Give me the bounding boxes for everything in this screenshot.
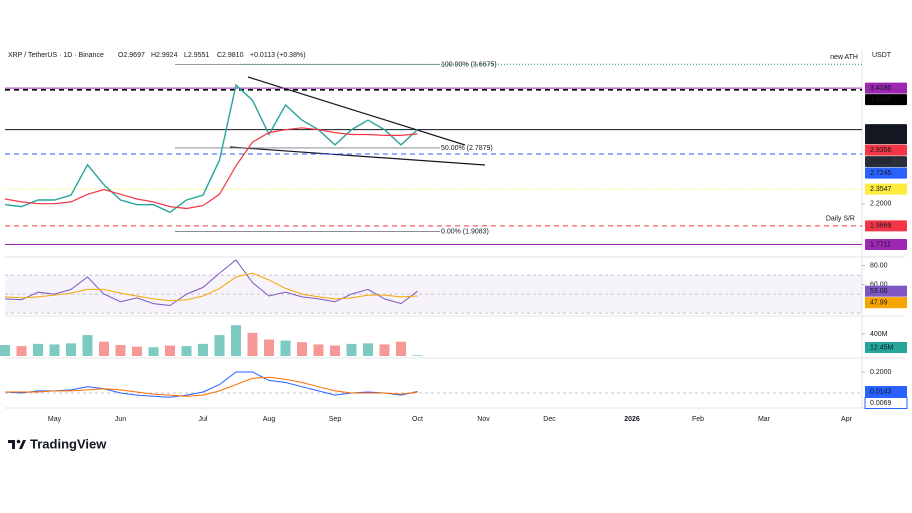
price-badge-label: 1.7711 <box>870 241 891 248</box>
volume-bar <box>346 343 357 356</box>
x-tick-label: 2026 <box>624 416 640 423</box>
volume-bar <box>396 341 406 356</box>
macd-badge <box>865 386 907 398</box>
volume-bar <box>247 332 258 356</box>
price-badge-label: 3.4180 <box>870 85 892 92</box>
volume-bar <box>115 344 126 356</box>
ohlc-value: C2.9810 <box>217 52 244 59</box>
price-badge-label: 2.3547 <box>870 186 892 193</box>
price-badge <box>865 144 907 156</box>
sma-line <box>4 127 418 210</box>
volume-bar <box>231 325 241 356</box>
price-badge <box>865 183 907 195</box>
x-tick-label: Aug <box>263 416 276 423</box>
ohlc-value: L2.9551 <box>184 52 209 59</box>
volume-bar <box>330 345 340 356</box>
x-tick-label: Apr <box>841 416 853 423</box>
price-badge <box>865 238 907 250</box>
fib-label: 50.00% (2.7879) <box>441 145 493 152</box>
price-badge <box>865 124 907 145</box>
x-tick-label: Nov <box>477 416 490 423</box>
volume-bar <box>198 343 208 356</box>
x-tick-label: Mar <box>758 416 771 423</box>
price-badge-label: 1.9669 <box>870 223 892 230</box>
rsi-ma-line <box>4 272 418 302</box>
price-badge <box>865 220 907 232</box>
price-badge <box>865 82 907 94</box>
brand-name: TradingView <box>30 436 107 451</box>
x-tick-label: Jul <box>199 416 208 423</box>
price-badge-label: 2.9356 <box>870 147 892 154</box>
volume-bar <box>148 347 159 356</box>
y-tick-label: 400M <box>870 331 888 338</box>
logo: TradingView <box>8 436 107 451</box>
y-tick-label: 80.00 <box>870 262 888 269</box>
x-tick-label: Oct <box>412 416 423 423</box>
price-line <box>4 83 418 214</box>
volume-bar <box>132 346 142 356</box>
x-tick-label: May <box>48 416 62 423</box>
ohlc-value: O2.9697 <box>118 52 145 59</box>
volume-bar <box>99 341 109 356</box>
rsi-ma-badge-label: 47.99 <box>870 300 888 307</box>
macd-signal-line <box>5 376 418 397</box>
rsi-badge-label: 53.08 <box>870 288 888 295</box>
price-change: +0.0113 (+0.38%) <box>250 52 306 59</box>
x-tick-label: Jun <box>115 416 126 423</box>
y-tick-label: 0.2000 <box>870 369 892 376</box>
x-tick-label: Sep <box>329 416 342 423</box>
volume-bar <box>280 340 291 356</box>
volume-bar <box>33 343 43 356</box>
macd-badge-label: 0.0143 <box>870 388 892 395</box>
macd-line <box>4 371 418 398</box>
y-tick-label: 2.2000 <box>870 201 892 208</box>
volume-bar <box>214 335 225 356</box>
volume-bar <box>165 345 175 356</box>
macd-signal-badge-label: 0.0069 <box>870 400 892 407</box>
y-tick-label: 60.00 <box>870 281 888 288</box>
volume-bar <box>16 346 27 356</box>
price-badge-label: 2.7245 <box>870 170 892 177</box>
x-tick-label: Dec <box>543 416 556 423</box>
price-badge <box>865 167 907 179</box>
volume-bar <box>66 343 76 356</box>
trend-line <box>229 146 486 166</box>
fib-label: 0.00% (1.9083) <box>441 228 489 235</box>
fib-label: 100.00% (3.6675) <box>441 61 497 68</box>
volume-bar <box>264 339 274 356</box>
volume-bar <box>297 342 307 356</box>
price-badge-label: 2.9810 <box>870 126 892 133</box>
price-badge-label: 3.4000 <box>870 96 892 103</box>
volume-bar <box>313 344 324 356</box>
price-badge-label: 2.9337 <box>870 158 892 165</box>
price-badge <box>865 94 907 106</box>
macd-signal-badge <box>864 397 908 410</box>
volume-bar <box>82 335 93 356</box>
level-note: Daily S/R <box>826 216 855 223</box>
rsi-badge <box>865 285 907 297</box>
volume-bar <box>363 343 373 356</box>
price-badge <box>865 156 907 168</box>
ath-label: new ATH <box>830 54 858 61</box>
rsi-line <box>4 259 418 307</box>
x-tick-label: Feb <box>692 416 704 423</box>
volume-bar <box>412 355 423 356</box>
rsi-ma-badge <box>865 297 907 309</box>
currency: USDT <box>872 52 892 59</box>
countdown: 20:58:50 <box>870 135 897 142</box>
symbol: XRP / TetherUS · 1D · Binance <box>8 52 104 59</box>
ohlc-value: H2.9924 <box>151 52 178 59</box>
volume-badge-label: 12.45M <box>870 344 894 351</box>
volume-bar <box>49 344 60 356</box>
volume-bar <box>379 344 390 356</box>
volume-badge <box>865 342 907 353</box>
volume-bar <box>0 344 10 356</box>
volume-bar <box>181 346 192 356</box>
